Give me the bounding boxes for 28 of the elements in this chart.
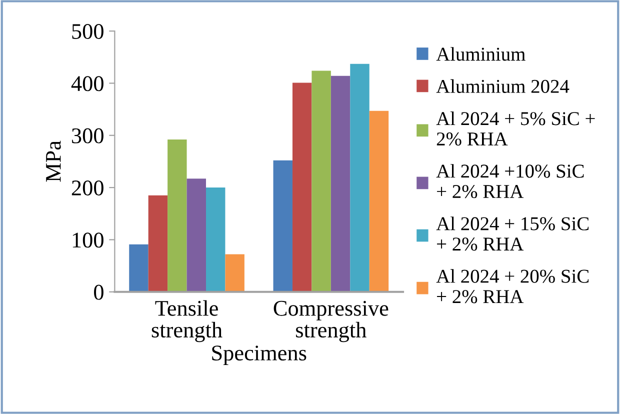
x-tick-label: Tensile strength <box>152 300 222 342</box>
bar <box>206 188 226 292</box>
bar <box>225 254 244 292</box>
legend-label: Al 2024 +10% SiC + 2% RHA <box>436 164 584 198</box>
bar <box>350 64 370 292</box>
bar <box>312 70 331 292</box>
x-axis-title: Specimens <box>212 346 306 366</box>
y-tick-label: 100 <box>72 232 104 248</box>
bar <box>292 82 312 292</box>
y-axis-title: MPa <box>46 140 61 182</box>
y-tick-label: 0 <box>94 284 104 300</box>
legend-label: Aluminium <box>436 47 526 61</box>
bar <box>369 110 389 292</box>
bar <box>330 76 350 292</box>
legend-label: Al 2024 + 20% SiC + 2% RHA <box>436 269 589 304</box>
legend-label: Al 2024 + 15% SiC + 2% RHA <box>436 216 589 251</box>
legend-label: Al 2024 + 5% SiC + 2% RHA <box>436 112 595 146</box>
y-tick-label: 200 <box>72 180 104 196</box>
y-tick-label: 300 <box>72 128 104 144</box>
y-tick-label: 500 <box>72 24 104 39</box>
bar <box>186 178 206 292</box>
bar <box>273 160 292 292</box>
bar <box>148 195 168 292</box>
bar <box>129 244 148 292</box>
x-tick-label: Compressive strength <box>274 300 388 342</box>
bar <box>168 140 187 292</box>
legend-label: Aluminium 2024 <box>436 79 570 93</box>
y-tick-label: 400 <box>71 76 104 92</box>
